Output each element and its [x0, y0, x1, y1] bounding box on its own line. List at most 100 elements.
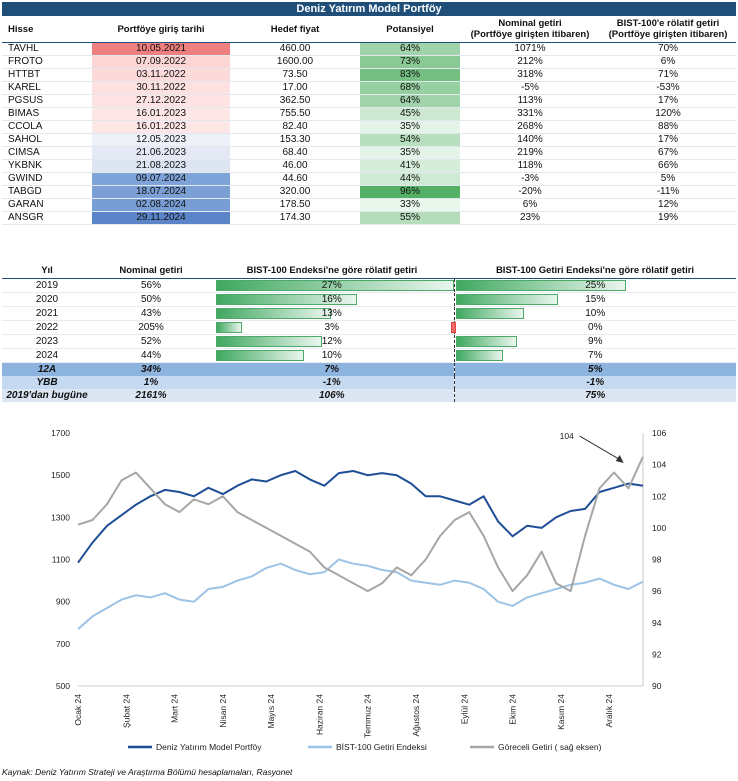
rel-return-cell: 15% [453, 292, 736, 307]
relative-return: 17% [658, 134, 679, 145]
y-left-tick: 1700 [51, 428, 70, 438]
table-row: KAREL 30.11.2022 17.00 68% -5% -53% [2, 81, 737, 95]
year: 2021 [35, 308, 59, 319]
y-right-tick: 106 [652, 428, 666, 438]
stock-ticker: PGSUS [8, 95, 44, 106]
relative-return: 5% [660, 173, 676, 184]
relative-return: 6% [660, 56, 676, 67]
year: 2024 [35, 350, 59, 361]
series-line-1 [77, 558, 644, 630]
portfolio-title: Deniz Yatırım Model Portföy [2, 2, 737, 16]
portfolio-col-header: Hisse [2, 16, 92, 43]
stock-ticker: HTTBT [8, 69, 41, 80]
yearly-nominal: 44% [140, 350, 161, 361]
yearly-col-header: Yıl [2, 263, 92, 279]
yearly-nominal: 50% [140, 294, 161, 305]
potential: 44% [360, 172, 460, 186]
summary-label: YBB [2, 376, 92, 389]
portfolio-col-header: Nominal getiri (Portföye girişten itibare… [460, 16, 600, 43]
table-row: 2020 50% 16% 15% [2, 292, 736, 307]
stock-ticker: FROTO [8, 56, 43, 67]
series-line-2 [77, 456, 644, 593]
rel-return-cell: 7% [453, 348, 736, 363]
entry-date: 16.01.2023 [92, 120, 230, 134]
target-price: 82.40 [282, 121, 308, 132]
relative-return: -11% [656, 186, 680, 197]
target-price: 460.00 [279, 43, 311, 54]
portfolio-col-header: Potansiyel [360, 16, 460, 43]
rel-bist-label: 10% [321, 350, 342, 361]
table-row: 2024 44% 10% 7% [2, 348, 736, 363]
relative-return: 66% [658, 160, 679, 171]
table-row: HTTBT 03.11.2022 73.50 83% 318% 71% [2, 68, 737, 82]
stock-ticker: BIMAS [8, 108, 40, 119]
x-tick-label: Ağustos 24 [411, 694, 421, 737]
entry-date: 07.09.2022 [92, 55, 230, 69]
rel-return-bar [455, 294, 558, 305]
rel-bist-cell: 10% [210, 349, 454, 363]
potential: 68% [360, 81, 460, 95]
portfolio-col-header: Portföye giriş tarihi [92, 16, 230, 43]
potential: 54% [360, 133, 460, 147]
y-right-tick: 96 [652, 586, 662, 596]
stock-ticker: TABGD [8, 186, 42, 197]
summary-nominal: 1% [92, 376, 210, 389]
potential: 64% [360, 94, 460, 108]
y-right-tick: 102 [652, 491, 666, 501]
year: 2019 [35, 280, 59, 291]
yearly-nominal: 205% [138, 322, 164, 333]
table-row: YKBNK 21.08.2023 46.00 41% 118% 66% [2, 159, 737, 173]
rel-return-label: 10% [585, 308, 606, 319]
relative-return: 67% [658, 147, 679, 158]
rel-return-cell: 9% [453, 334, 736, 349]
relative-return: 120% [655, 108, 681, 119]
table-row: PGSUS 27.12.2022 362.50 64% 113% 17% [2, 94, 737, 108]
y-right-tick: 100 [652, 523, 666, 533]
nominal-return: 331% [517, 108, 543, 119]
y-right-tick: 98 [652, 555, 662, 565]
potential: 83% [360, 68, 460, 82]
nominal-return: 268% [517, 121, 543, 132]
relative-return: 88% [658, 121, 679, 132]
target-price: 153.30 [279, 134, 311, 145]
y-left-tick: 500 [56, 681, 70, 691]
nominal-return: -3% [521, 173, 539, 184]
rel-return-cell: 0% [450, 320, 736, 335]
summary-nominal: 2161% [92, 389, 210, 402]
rel-return-cell: 10% [453, 306, 736, 321]
rel-bist-cell: 12% [210, 335, 454, 349]
x-tick-label: Ocak 24 [73, 694, 83, 726]
yearly-nominal: 43% [140, 308, 161, 319]
target-price: 178.50 [279, 199, 311, 210]
summary-row: 2019'dan bugüne 2161% 106% 75% [2, 389, 736, 402]
relative-return: 19% [658, 212, 679, 223]
entry-date: 16.01.2023 [92, 107, 230, 121]
target-price: 44.60 [282, 173, 308, 184]
rel-return-label: 7% [588, 350, 603, 361]
yearly-col-header: BIST-100 Endeksi'ne göre rölatif getiri [210, 263, 454, 279]
entry-date: 21.08.2023 [92, 159, 230, 173]
rel-bist-bar [216, 336, 322, 347]
summary-rel-bist: 106% [210, 389, 454, 402]
rel-bist-bar [216, 322, 243, 333]
rel-bist-label: 16% [321, 294, 342, 305]
nominal-return: 212% [517, 56, 543, 67]
nominal-return: 23% [519, 212, 540, 223]
entry-date: 10.05.2021 [92, 42, 230, 56]
entry-date: 09.07.2024 [92, 172, 230, 186]
table-row: 2023 52% 12% 9% [2, 334, 736, 349]
rel-return-cell: 25% [453, 278, 736, 293]
summary-label: 12A [2, 362, 92, 376]
year: 2020 [35, 294, 59, 305]
summary-rel-bist: 7% [210, 362, 454, 376]
x-tick-label: Haziran 24 [314, 694, 324, 735]
x-tick-label: Ekim 24 [508, 694, 518, 725]
nominal-return: 118% [517, 160, 543, 171]
yearly-nominal: 56% [140, 280, 161, 291]
table-row: BIMAS 16.01.2023 755.50 45% 331% 120% [2, 107, 737, 121]
entry-date: 02.08.2024 [92, 198, 230, 212]
portfolio-table: Deniz Yatırım Model Portföy Hisse Portföy… [2, 2, 737, 225]
portfolio-col-header: Hedef fiyat [230, 16, 360, 43]
table-row: FROTO 07.09.2022 1600.00 73% 212% 6% [2, 55, 737, 69]
yearly-nominal: 52% [140, 336, 161, 347]
